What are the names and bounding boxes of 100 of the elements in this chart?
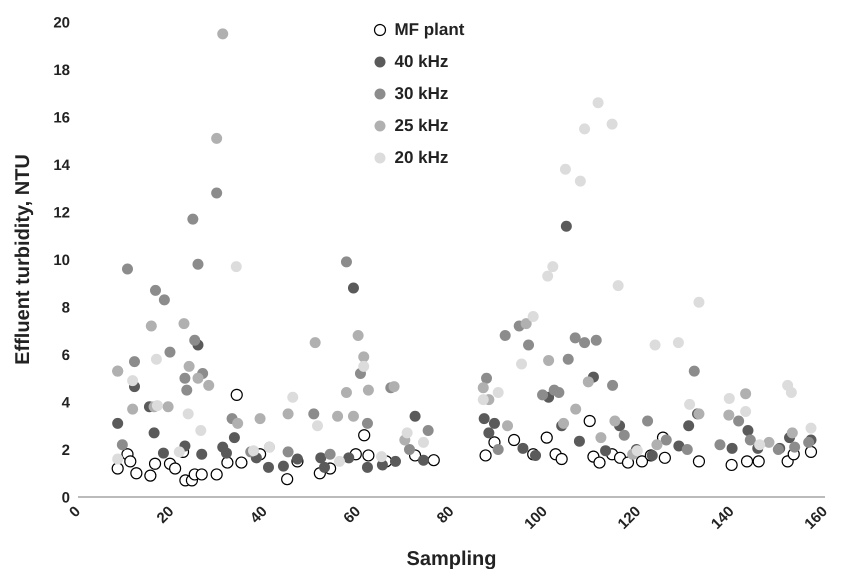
point — [150, 284, 161, 296]
point — [210, 468, 223, 481]
point — [740, 455, 754, 468]
point — [232, 418, 244, 429]
point — [500, 330, 511, 341]
point — [558, 418, 570, 429]
point — [560, 220, 572, 232]
x-tick-label: 100 — [521, 502, 551, 533]
y-tick-label: 0 — [62, 489, 70, 506]
point — [570, 332, 581, 344]
point — [684, 398, 696, 410]
point — [182, 408, 194, 420]
point — [693, 296, 704, 308]
point — [520, 318, 532, 330]
point — [315, 452, 326, 464]
point — [228, 432, 240, 444]
point — [786, 387, 797, 398]
x-tick-label: 60 — [340, 502, 364, 527]
point — [692, 455, 706, 468]
point — [230, 261, 242, 272]
point — [556, 452, 568, 466]
y-tick-label: 18 — [53, 62, 70, 79]
point — [502, 420, 514, 432]
point — [606, 118, 618, 130]
point — [752, 455, 765, 468]
point — [523, 340, 534, 350]
point — [332, 410, 344, 422]
point — [192, 258, 204, 270]
point — [340, 387, 352, 398]
y-tick-label: 4 — [62, 394, 71, 412]
point — [112, 418, 124, 429]
point — [358, 360, 370, 372]
x-tick-label: 140 — [708, 502, 738, 533]
point — [740, 406, 752, 417]
point — [184, 360, 195, 372]
point — [673, 440, 684, 452]
point — [744, 434, 756, 446]
point — [724, 392, 735, 404]
point — [658, 452, 671, 464]
point — [164, 346, 176, 358]
point — [723, 410, 734, 421]
point — [726, 442, 738, 454]
point — [582, 376, 594, 388]
point — [803, 436, 814, 448]
point — [478, 382, 489, 394]
y-tick-label: 12 — [53, 204, 70, 222]
point — [786, 427, 798, 438]
point — [221, 456, 234, 469]
point — [714, 439, 726, 450]
point — [688, 366, 700, 377]
point — [404, 444, 415, 455]
point — [528, 311, 539, 322]
x-tick-label: 80 — [434, 502, 458, 527]
point — [334, 456, 345, 467]
point — [804, 446, 818, 458]
point — [130, 467, 142, 480]
point — [169, 462, 182, 475]
point — [282, 446, 294, 458]
point — [726, 458, 738, 472]
point — [230, 388, 243, 401]
point — [124, 455, 136, 468]
point — [195, 425, 206, 436]
point — [127, 375, 138, 386]
point — [584, 414, 596, 428]
point — [740, 388, 752, 400]
point — [422, 425, 434, 436]
point — [122, 264, 133, 274]
point — [362, 449, 374, 462]
point — [600, 445, 612, 456]
point — [488, 418, 500, 429]
point — [127, 404, 138, 415]
y-tick-label: 16 — [53, 109, 70, 126]
point — [636, 455, 648, 468]
point — [607, 380, 618, 391]
point — [492, 387, 504, 398]
point — [112, 462, 124, 475]
point — [116, 439, 128, 450]
point — [211, 188, 222, 198]
x-tick-label: 20 — [154, 502, 178, 527]
point — [282, 408, 294, 420]
point — [292, 454, 303, 464]
point — [574, 436, 585, 447]
point — [593, 456, 606, 469]
point — [319, 462, 330, 473]
point — [574, 176, 586, 187]
point — [220, 448, 232, 459]
point — [428, 454, 440, 466]
point — [308, 408, 320, 420]
point — [592, 97, 604, 108]
point — [189, 334, 200, 346]
point — [348, 410, 359, 422]
point — [492, 444, 504, 455]
point — [203, 380, 214, 391]
point — [683, 420, 694, 432]
point — [362, 462, 373, 473]
point — [146, 320, 157, 332]
point — [479, 449, 492, 462]
y-tick-label: 2 — [62, 442, 70, 459]
point — [530, 450, 542, 461]
point — [553, 387, 564, 398]
